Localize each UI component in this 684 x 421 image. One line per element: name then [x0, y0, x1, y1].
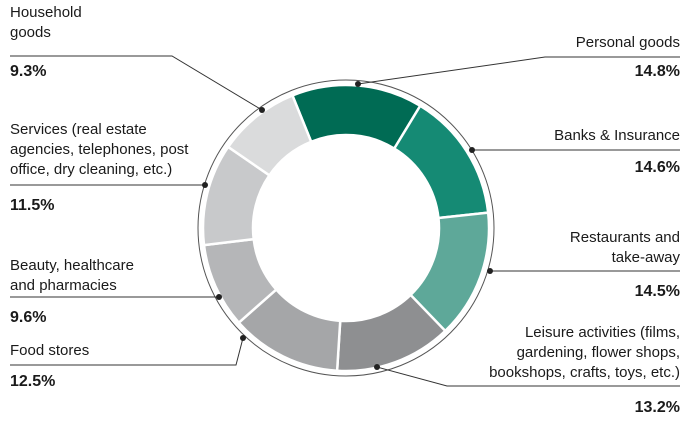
leader-dot [487, 268, 493, 274]
category-label: Banks & Insurance [554, 127, 680, 144]
outer-ring [197, 79, 495, 377]
leader-dot [469, 147, 475, 153]
value-label: 9.6% [10, 309, 47, 326]
leader-dot [355, 81, 361, 87]
leader-dot [216, 294, 222, 300]
value-label: 11.5% [10, 197, 55, 214]
category-label: Household goods [10, 4, 82, 41]
value-label: 14.6% [634, 159, 680, 176]
value-label: 14.5% [634, 283, 680, 300]
category-label: Food stores [10, 342, 90, 359]
category-label: Personal goods [575, 34, 680, 51]
value-label: 9.3% [10, 63, 47, 80]
leader-line [10, 337, 244, 366]
category-label: Restaurants and take-away [569, 229, 680, 266]
leader-line [376, 366, 680, 387]
donut-segment [226, 93, 313, 178]
value-label: 12.5% [10, 373, 56, 390]
category-label: Beauty, healthcare and pharmacies [10, 257, 134, 294]
leader-dot [374, 364, 380, 370]
leader-dot [240, 335, 246, 341]
leader-dot [259, 107, 265, 113]
value-label: 14.8% [634, 63, 680, 80]
category-label: Leisure activities (films, gardening, fl… [489, 324, 680, 381]
value-label: 13.2% [634, 399, 680, 416]
leader-line [10, 55, 263, 111]
leader-line [357, 56, 680, 85]
category-label: Services (real estate agencies, telephon… [10, 121, 189, 178]
leader-dot [202, 182, 208, 188]
